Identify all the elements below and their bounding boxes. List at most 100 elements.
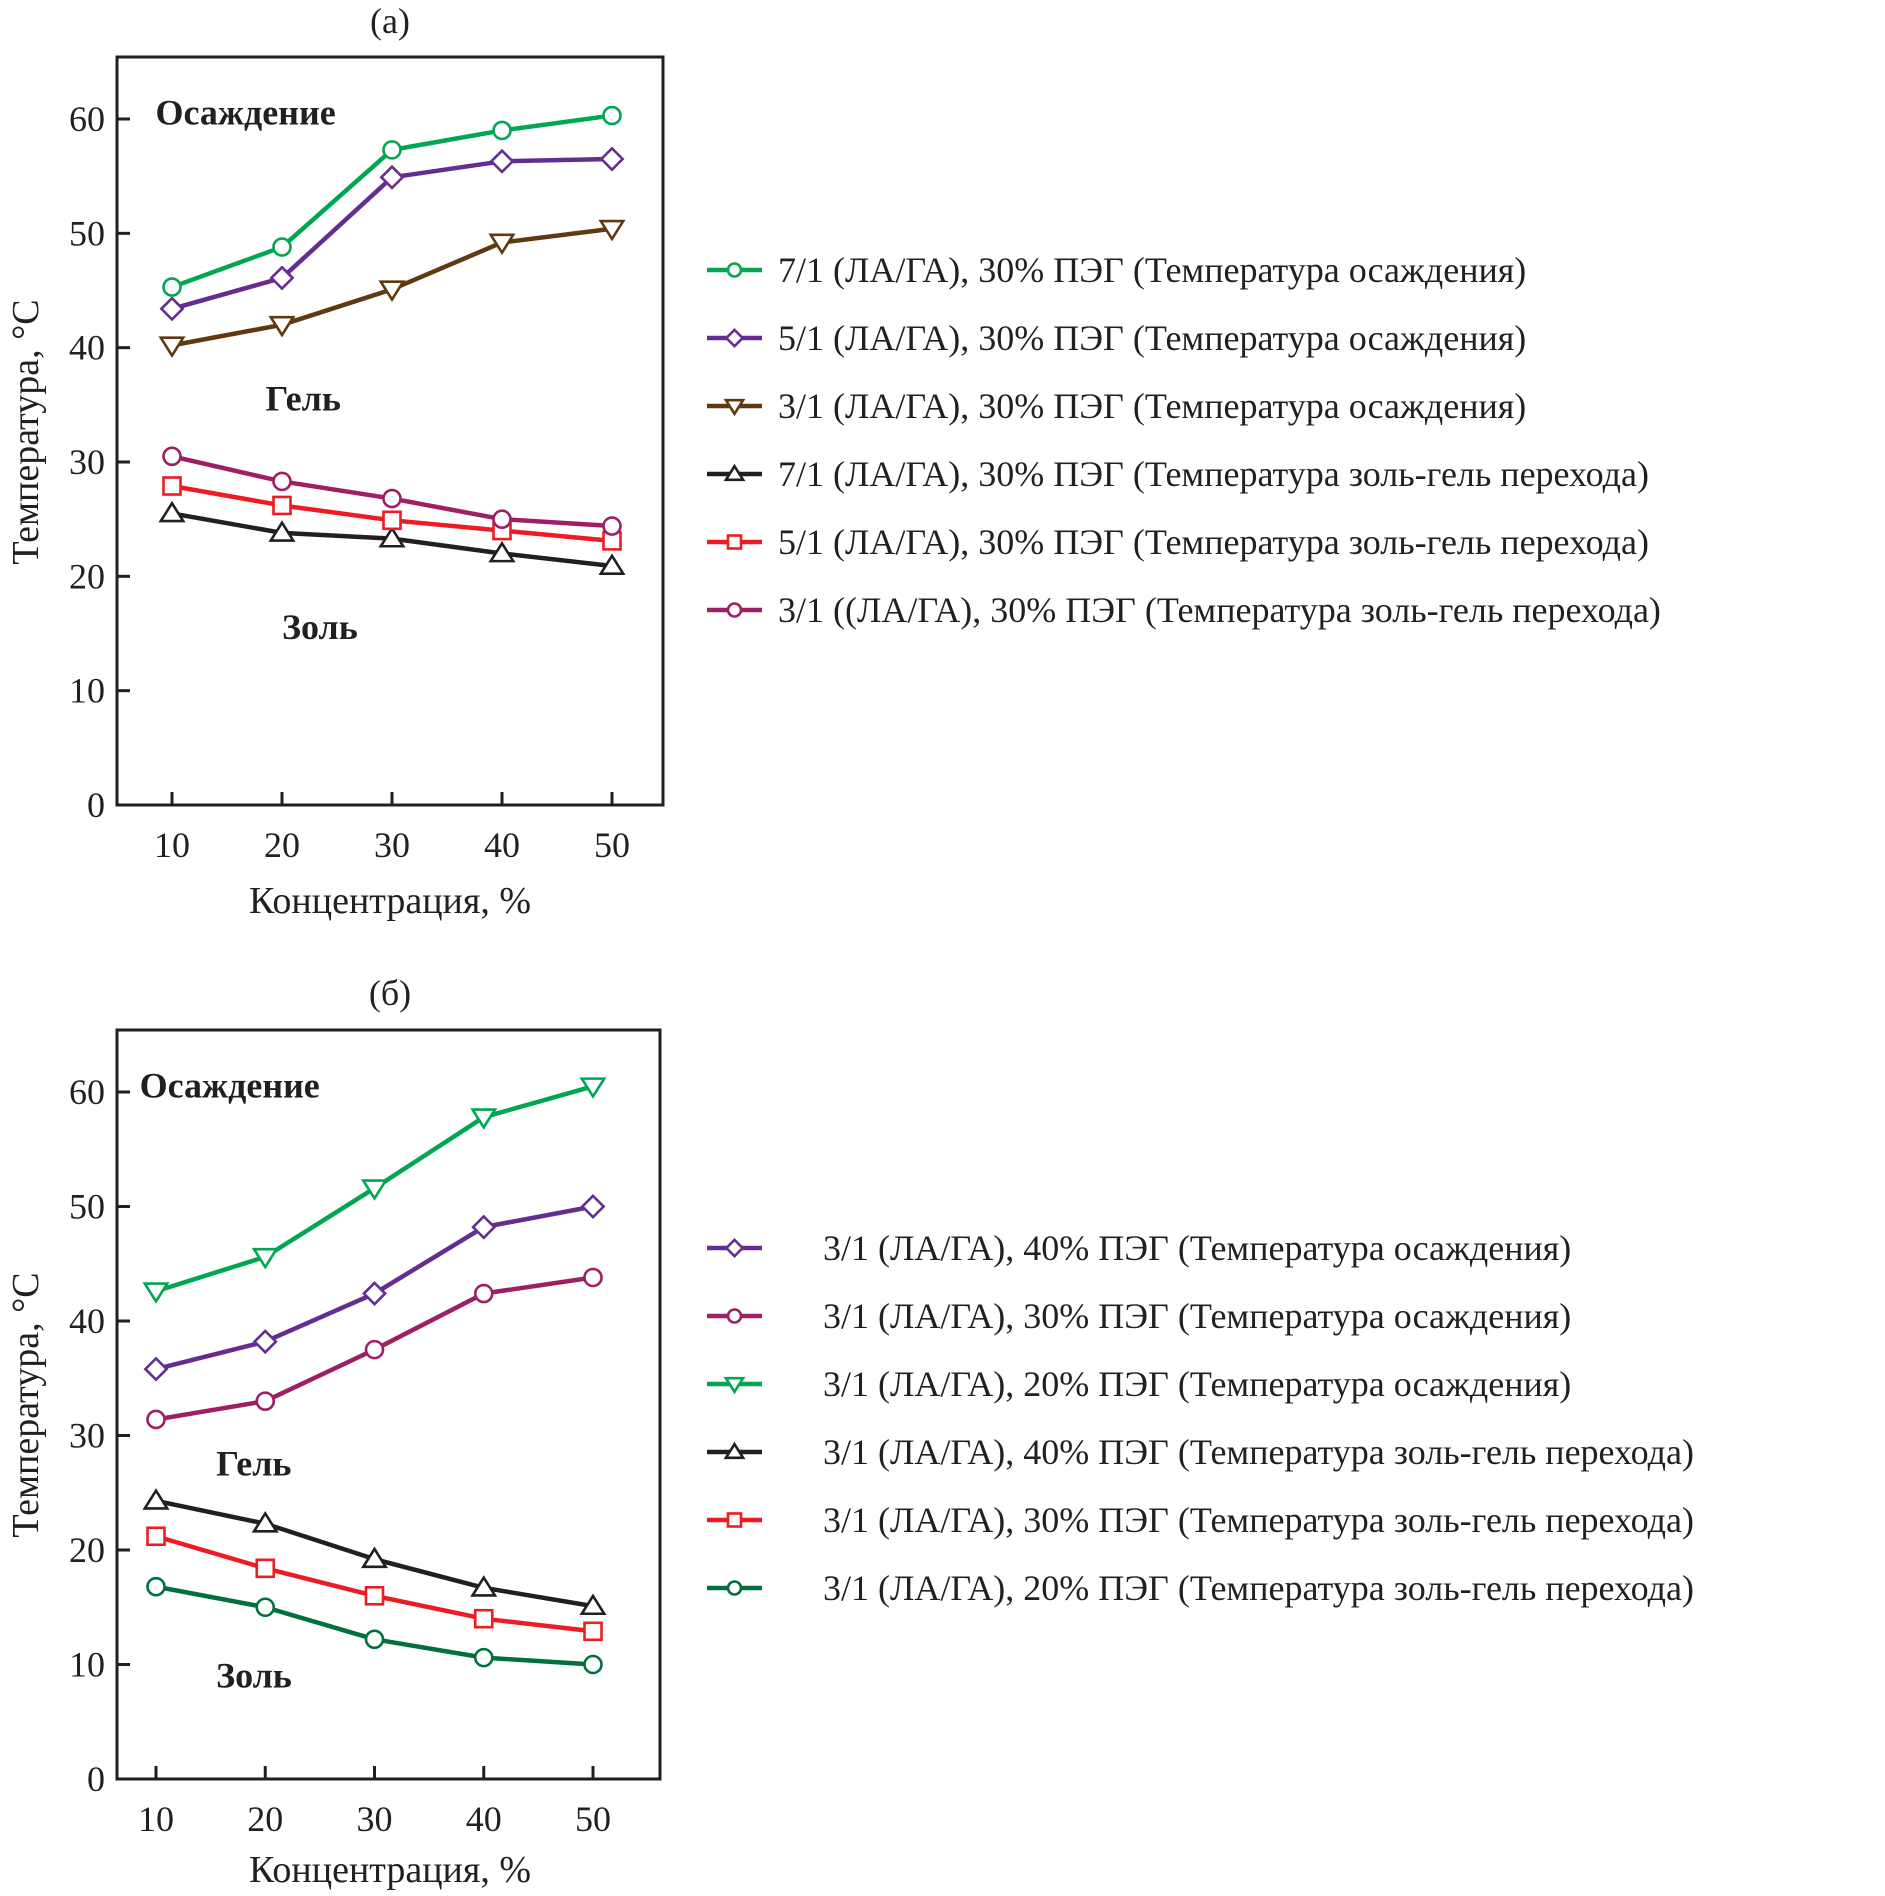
x-tick-label-b: 40	[466, 1799, 502, 1839]
y-tick-label-b: 20	[69, 1530, 105, 1570]
x-axis-label-a: Концентрация, %	[249, 880, 531, 922]
data-point	[473, 1608, 494, 1629]
legend-label: 3/1 ((ЛА/ГА), 30% ПЭГ (Температура золь-…	[778, 590, 1661, 630]
legend-marker-icon	[724, 1238, 745, 1258]
data-point	[470, 1575, 498, 1597]
legend-label: 3/1 (ЛА/ГА), 30% ПЭГ (Температура осажде…	[823, 1296, 1571, 1336]
data-point	[473, 1647, 494, 1668]
legend-item: 5/1 (ЛА/ГА), 30% ПЭГ (Температура золь-г…	[707, 522, 1649, 562]
data-point	[378, 525, 406, 548]
plot-area-b: 0 10 20 30 40 50 60 10 20 30 40 50 Осаждение Гель Золь	[69, 1028, 662, 1839]
data-point	[382, 140, 402, 160]
legend-item: 3/1 (ЛА/ГА), 20% ПЭГ (Температура золь-г…	[707, 1568, 1694, 1608]
legend-marker-icon	[723, 1376, 746, 1395]
legend-a: 7/1 (ЛА/ГА), 30% ПЭГ (Температура осажде…	[707, 250, 1661, 630]
x-tick-label-a: 40	[484, 825, 520, 865]
data-point	[252, 1329, 278, 1355]
x-tick-label-b: 50	[575, 1799, 611, 1839]
data-point	[272, 237, 292, 257]
data-point	[162, 446, 182, 467]
legend-item: 3/1 (ЛА/ГА), 20% ПЭГ (Температура осажде…	[707, 1364, 1571, 1404]
x-axis-label-b: Концентрация, %	[249, 1849, 531, 1891]
data-point	[255, 1391, 276, 1411]
x-tick-label-a: 50	[594, 825, 630, 865]
data-point	[364, 1586, 385, 1606]
y-tick-label-a: 20	[69, 556, 105, 596]
data-point	[382, 510, 402, 531]
y-tick-label-b: 60	[69, 1072, 105, 1112]
data-point	[162, 476, 182, 496]
data-point	[579, 1077, 607, 1099]
y-tick-label-a: 50	[69, 213, 105, 253]
data-point	[583, 1621, 603, 1642]
x-tick-label-b: 20	[247, 1799, 283, 1839]
data-point	[489, 148, 515, 174]
data-point	[602, 516, 622, 536]
data-point	[159, 296, 185, 322]
data-point	[488, 540, 516, 563]
series-a-6	[162, 446, 622, 536]
region-label-b: Золь	[216, 1655, 292, 1695]
legend-marker-icon	[723, 463, 746, 482]
series-b-4	[142, 1488, 607, 1616]
y-tick-label-a: 40	[69, 328, 105, 368]
legend-item: 5/1 (ЛА/ГА), 30% ПЭГ (Температура осажде…	[707, 318, 1526, 358]
series-b-5	[146, 1526, 603, 1642]
data-point	[471, 1214, 497, 1240]
legend-item: 3/1 (ЛА/ГА), 30% ПЭГ (Температура осажде…	[707, 1296, 1571, 1336]
data-point	[378, 280, 406, 302]
y-axis-label-b: Температура, °C	[5, 1272, 47, 1537]
legend-label: 7/1 (ЛА/ГА), 30% ПЭГ (Температура осажде…	[778, 250, 1526, 290]
legend-item: 3/1 (ЛА/ГА), 30% ПЭГ (Температура осажде…	[707, 386, 1526, 426]
region-label-a: Осаждение	[156, 93, 336, 133]
data-point	[269, 265, 295, 291]
data-point	[602, 105, 622, 126]
legend-label: 3/1 (ЛА/ГА), 40% ПЭГ (Температура золь-г…	[823, 1432, 1694, 1472]
legend-marker-icon	[726, 602, 743, 618]
data-point	[360, 1546, 389, 1569]
legend-label: 3/1 (ЛА/ГА), 40% ПЭГ (Температура осажде…	[823, 1228, 1571, 1268]
y-tick-label-a: 10	[69, 671, 105, 711]
x-tick-label-a: 20	[264, 825, 300, 865]
data-point	[598, 553, 626, 575]
data-point	[143, 1356, 169, 1382]
x-tick-label-a: 30	[374, 825, 410, 865]
series-b-2	[146, 1267, 603, 1430]
y-tick-label-a: 0	[87, 785, 105, 825]
legend-marker-icon	[726, 1308, 743, 1324]
series-b-6	[146, 1576, 603, 1675]
panel-a: (a) Температура, °C Концентрация, % 0 10 2…	[5, 1, 1661, 922]
y-tick-label-a: 30	[69, 442, 105, 482]
plot-area-a: 0 10 20 30 40 50 60 10 20 30 40 50 Осаждение Гель Золь	[69, 55, 665, 865]
legend-label: 3/1 (ЛА/ГА), 30% ПЭГ (Температура осажде…	[778, 386, 1526, 426]
data-point	[470, 1108, 498, 1130]
data-point	[146, 1409, 166, 1430]
data-point	[268, 315, 296, 338]
data-point	[362, 1281, 387, 1306]
legend-item: 3/1 ((ЛА/ГА), 30% ПЭГ (Температура золь-…	[707, 590, 1661, 630]
region-label-b: Осаждение	[140, 1066, 320, 1106]
x-tick-label-b: 10	[138, 1799, 174, 1839]
data-point	[255, 1597, 276, 1618]
data-point	[583, 1267, 603, 1288]
y-tick-label-b: 10	[69, 1645, 105, 1685]
data-point	[146, 1576, 166, 1597]
legend-marker-icon	[726, 262, 743, 278]
data-point	[364, 1629, 385, 1650]
legend-label: 5/1 (ЛА/ГА), 30% ПЭГ (Температура осажде…	[778, 318, 1526, 358]
data-point	[158, 500, 186, 523]
series-b-1	[143, 1194, 606, 1382]
y-axis-label-a: Температура, °C	[5, 299, 47, 564]
legend-marker-icon	[723, 398, 746, 417]
data-point	[251, 1247, 279, 1270]
legend-item: 3/1 (ЛА/ГА), 40% ПЭГ (Температура золь-г…	[707, 1432, 1694, 1472]
series-a-3	[158, 219, 626, 359]
data-point	[579, 1593, 607, 1616]
legend-item: 3/1 (ЛА/ГА), 30% ПЭГ (Температура золь-г…	[707, 1500, 1694, 1540]
data-point	[142, 1282, 170, 1304]
region-label-a: Золь	[282, 607, 358, 647]
legend-label: 5/1 (ЛА/ГА), 30% ПЭГ (Температура золь-г…	[778, 522, 1649, 562]
legend-b: 3/1 (ЛА/ГА), 40% ПЭГ (Температура осажде…	[707, 1228, 1694, 1608]
panel-b: (б) Температура, °C Концентрация, % 0 10 2…	[5, 973, 1694, 1891]
legend-marker-icon	[726, 534, 743, 550]
